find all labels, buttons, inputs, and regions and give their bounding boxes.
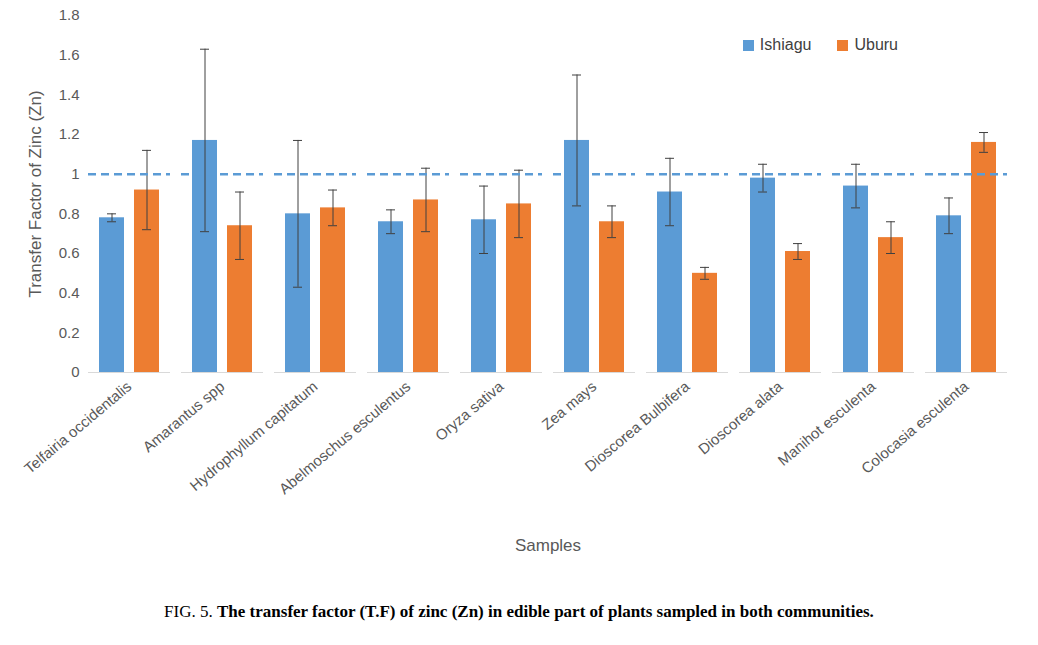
svg-text:Telfairia occidentalis: Telfairia occidentalis (21, 378, 135, 477)
svg-text:Colocasia esculenta: Colocasia esculenta (858, 377, 972, 477)
svg-text:Hydrophyllum capitatum: Hydrophyllum capitatum (186, 377, 321, 494)
svg-text:1: 1 (71, 165, 79, 182)
svg-text:0.2: 0.2 (59, 324, 80, 341)
svg-text:0.6: 0.6 (59, 244, 80, 261)
svg-text:0.8: 0.8 (59, 205, 80, 222)
svg-text:1.4: 1.4 (59, 86, 80, 103)
html-text:FIG. 5. The transfer factor (T: FIG. 5. The transfer factor (T.F) of zin… (164, 602, 874, 621)
svg-text:1.8: 1.8 (59, 6, 80, 23)
svg-text:1.2: 1.2 (59, 125, 80, 142)
svg-text:Zea mays: Zea mays (538, 378, 599, 433)
svg-text:1.6: 1.6 (59, 46, 80, 63)
svg-text:0.4: 0.4 (59, 284, 80, 301)
html-text:Uburu: Uburu (854, 36, 898, 53)
svg-text:Manihot esculenta: Manihot esculenta (774, 377, 879, 469)
svg-text:Dioscorea Bulbifera: Dioscorea Bulbifera (581, 377, 693, 475)
svg-text:Samples: Samples (515, 536, 581, 555)
svg-text:Abelmoschus esculentus: Abelmoschus esculentus (275, 378, 413, 498)
svg-text:Amarantus spp: Amarantus spp (139, 378, 227, 456)
svg-text:Dioscorea alata: Dioscorea alata (695, 377, 786, 457)
svg-text:Transfer Factor of Zinc (Zn): Transfer Factor of Zinc (Zn) (26, 90, 45, 297)
svg-text:Oryza sativa: Oryza sativa (432, 377, 507, 444)
svg-text:0: 0 (71, 363, 79, 380)
html-text:Ishiagu: Ishiagu (759, 36, 812, 53)
